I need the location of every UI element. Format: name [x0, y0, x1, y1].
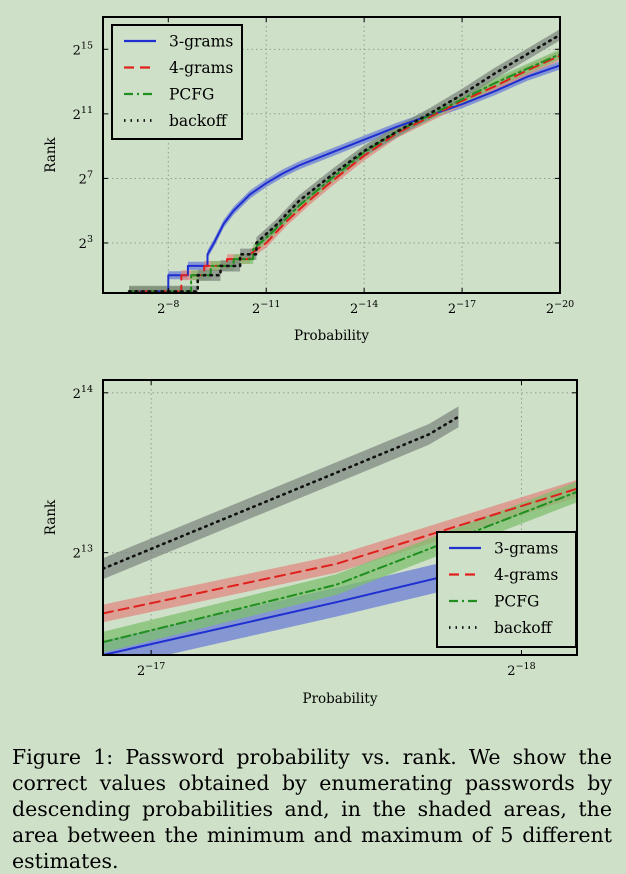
band-backoff: [103, 406, 459, 580]
figure-caption: Figure 1: Password probability vs. rank.…: [12, 745, 612, 873]
y-tick-label: 211: [73, 105, 93, 123]
chart-top: 2−8 2−11 2−14 2−17 2−20 23 27 211 215 Probability…: [43, 16, 574, 344]
x-axis-label: Probability: [294, 328, 369, 344]
band-PCFG: [129, 49, 560, 293]
legend-label-PCFG: PCFG: [169, 86, 214, 104]
legend-label-4-grams: 4-grams: [169, 59, 233, 77]
legend-label-backoff: backoff: [494, 619, 553, 637]
y-axis-label: Rank: [43, 499, 59, 535]
series-line-backoff: [103, 415, 460, 570]
series-line-PCFG: [103, 490, 577, 644]
y-axis-label: Rank: [43, 136, 59, 172]
band-4-grams: [103, 479, 577, 623]
legend-box: [111, 24, 243, 140]
band-PCFG: [103, 481, 577, 653]
x-tick-label: 2−17: [137, 661, 165, 679]
y-tick-label: 27: [79, 169, 93, 187]
grid: [103, 380, 577, 655]
series-group: [127, 29, 560, 293]
series-line-4-grams: [103, 487, 577, 615]
x-tick-label: 2−8: [157, 299, 179, 317]
axes-frame: [102, 16, 561, 294]
legend-label-3-grams: 3-grams: [169, 33, 233, 51]
series-line-backoff: [127, 33, 560, 293]
legend-label-PCFG: PCFG: [494, 593, 539, 611]
legend-label-backoff: backoff: [169, 112, 228, 130]
y-tick-label: 214: [73, 384, 93, 402]
y-tick-label: 215: [73, 40, 93, 58]
band-3-grams: [129, 61, 560, 293]
y-tick-label: 23: [79, 234, 93, 252]
legend: 3-grams 4-grams PCFG backoff: [111, 24, 243, 140]
x-tick-label: 2−11: [252, 299, 280, 317]
x-tick-label: 2−20: [546, 299, 574, 317]
x-tick-label: 2−14: [350, 299, 378, 317]
series-line-4-grams: [128, 54, 560, 293]
x-tick-label: 2−18: [507, 661, 535, 679]
legend-label-4-grams: 4-grams: [494, 566, 558, 584]
y-tick-label: 213: [73, 544, 93, 562]
x-axis-label: Probability: [302, 691, 377, 707]
legend-box: [436, 531, 577, 648]
legend-label-3-grams: 3-grams: [494, 540, 558, 558]
band-backoff: [129, 29, 560, 293]
chart-bottom: 2−17 2−18 213 214 Probability Rank 3-grams 4-gr…: [43, 379, 578, 707]
axes-frame: [102, 379, 578, 656]
x-tick-label: 2−17: [448, 299, 476, 317]
legend: 3-grams 4-grams PCFG backoff: [436, 531, 577, 648]
